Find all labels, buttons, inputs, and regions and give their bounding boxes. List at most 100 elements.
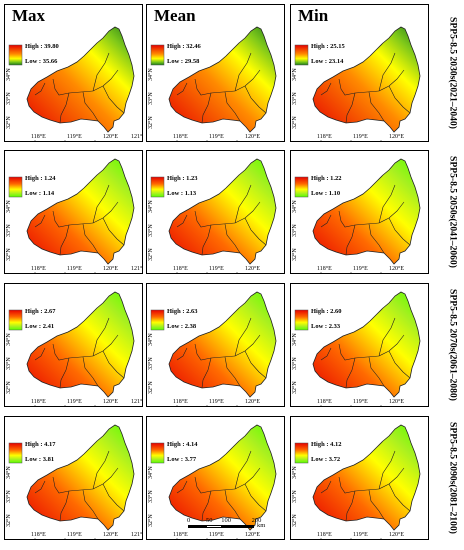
legend-low-label: Low : 23.14: [311, 58, 344, 65]
map-panel-min-row4: High : 4.12 Low : 3.72 34°N 33°N 32°N 118°E 11…: [290, 416, 429, 540]
longitude-tick-label: 118°E: [173, 134, 188, 140]
legend-color-bar: [8, 442, 23, 464]
scale-bar-unit: km: [257, 522, 266, 529]
map-panel-mean-row1: Mean High : 32.46 Low : 29.58 34°N 33°N 32°N 1…: [146, 4, 285, 142]
latitude-tick-label: 34°N: [292, 68, 298, 81]
legend-high-label: High : 39.80: [25, 43, 59, 50]
legend-low-label: Low : 2.33: [311, 323, 341, 330]
longitude-tick-label: 119°E: [67, 532, 82, 538]
longitude-tick-label: 120°E: [389, 532, 405, 538]
legend-high-label: High : 2.63: [167, 308, 198, 315]
legend-high-label: High : 4.12: [311, 441, 342, 448]
region-map: [294, 291, 421, 406]
longitude-tick-label: 118°E: [317, 134, 332, 140]
region-fill: [312, 291, 421, 398]
region-map: [150, 158, 277, 273]
longitude-tick-label: 119°E: [67, 266, 82, 272]
region-map: [8, 424, 135, 539]
scale-bar-label: 100: [221, 517, 231, 524]
region-fill: [168, 158, 277, 265]
region-fill: [26, 26, 135, 133]
map-panel-max-row4: High : 4.17 Low : 3.81 34°N 33°N 32°N 118°E 11…: [4, 416, 143, 540]
latitude-tick-label: 33°N: [6, 92, 12, 105]
longitude-tick-label: 118°E: [317, 532, 332, 538]
longitude-tick-label: 120°E: [245, 399, 261, 405]
longitude-tick-label: 120°E: [103, 134, 119, 140]
region-map: [8, 158, 135, 273]
longitude-tick-label: 118°E: [31, 532, 46, 538]
region-map: [150, 26, 277, 141]
latitude-tick-label: 34°N: [148, 466, 154, 479]
legend-high-label: High : 2.67: [25, 308, 56, 315]
row-label-text: SPP5-8.5 2070s(2061–2080): [447, 289, 459, 401]
latitude-tick-label: 32°N: [148, 248, 154, 261]
latitude-tick-label: 34°N: [6, 200, 12, 213]
legend-high-label: High : 1.24: [25, 175, 56, 182]
map-panel-min-row2: High : 1.22 Low : 1.10 34°N 33°N 32°N 118°E 11…: [290, 150, 429, 274]
longitude-tick-label: 121°E: [131, 532, 143, 538]
map-panel-max-row1: Max High : 39.80 Low : 35.66 34°N 33°N 32°N 11…: [4, 4, 143, 142]
legend-low-label: Low : 3.81: [25, 456, 55, 463]
latitude-tick-label: 32°N: [6, 116, 12, 129]
longitude-tick-label: 119°E: [353, 134, 368, 140]
column-title-max: Max: [12, 6, 46, 25]
latitude-tick-label: 33°N: [292, 357, 298, 370]
longitude-tick-label: 119°E: [67, 399, 82, 405]
region-map: [294, 26, 421, 141]
region-map: [8, 291, 135, 406]
legend-low-label: Low : 29.58: [167, 58, 200, 65]
legend-low-label: Low : 35.66: [25, 58, 58, 65]
legend-high-label: High : 1.22: [311, 175, 342, 182]
latitude-tick-label: 32°N: [6, 248, 12, 261]
latitude-tick-label: 34°N: [292, 333, 298, 346]
map-panel-mean-row4: High : 4.14 Low : 3.77 34°N 33°N 32°N 118°E 11…: [146, 416, 285, 540]
map-panel-mean-row3: High : 2.63 Low : 2.38 34°N 33°N 32°N 118°E 11…: [146, 283, 285, 407]
row-label-period-1: SPP5-8.5 2030s(2021–2040): [444, 4, 462, 142]
latitude-tick-label: 33°N: [6, 357, 12, 370]
region-fill: [168, 424, 277, 531]
legend-color-bar: [150, 176, 165, 198]
longitude-tick-label: 119°E: [353, 266, 368, 272]
longitude-tick-label: 120°E: [245, 134, 261, 140]
latitude-tick-label: 34°N: [6, 466, 12, 479]
latitude-tick-label: 33°N: [292, 224, 298, 237]
column-title-min: Min: [298, 6, 329, 25]
row-label-text: SPP5-8.5 2090s(2081–2100): [447, 422, 459, 534]
map-panel-max-row2: High : 1.24 Low : 1.14 34°N 33°N 32°N 118°E 11…: [4, 150, 143, 274]
map-panel-mean-row2: High : 1.23 Low : 1.13 34°N 33°N 32°N 118°E 11…: [146, 150, 285, 274]
longitude-tick-label: 119°E: [353, 399, 368, 405]
longitude-tick-label: 118°E: [173, 399, 188, 405]
longitude-tick-label: 121°E: [131, 266, 143, 272]
latitude-tick-label: 33°N: [6, 490, 12, 503]
legend-color-bar: [294, 44, 309, 66]
latitude-tick-label: 33°N: [292, 490, 298, 503]
longitude-tick-label: 118°E: [173, 266, 188, 272]
region-fill: [312, 158, 421, 265]
longitude-tick-label: 119°E: [209, 266, 224, 272]
legend-color-bar: [294, 442, 309, 464]
legend-low-label: Low : 2.38: [167, 323, 197, 330]
latitude-tick-label: 33°N: [148, 490, 154, 503]
legend-high-label: High : 1.23: [167, 175, 198, 182]
longitude-tick-label: 120°E: [245, 266, 261, 272]
scale-bar-label: 200: [251, 517, 262, 524]
latitude-tick-label: 32°N: [292, 248, 298, 261]
legend-color-bar: [294, 309, 309, 331]
longitude-tick-label: 118°E: [317, 266, 332, 272]
longitude-tick-label: 120°E: [103, 532, 119, 538]
legend-low-label: Low : 3.77: [167, 456, 197, 463]
legend-high-label: High : 25.15: [311, 43, 345, 50]
longitude-tick-label: 120°E: [389, 266, 405, 272]
latitude-tick-label: 33°N: [148, 92, 154, 105]
latitude-tick-label: 32°N: [292, 514, 298, 527]
legend-high-label: High : 4.17: [25, 441, 56, 448]
row-label-period-2: SPP5-8.5 2050s(2041–2060): [444, 150, 462, 274]
legend-color-bar: [8, 176, 23, 198]
latitude-tick-label: 32°N: [6, 381, 12, 394]
legend-high-label: High : 2.60: [311, 308, 342, 315]
region-fill: [168, 26, 277, 133]
longitude-tick-label: 120°E: [103, 266, 119, 272]
longitude-tick-label: 118°E: [173, 532, 188, 538]
longitude-tick-label: 119°E: [67, 134, 82, 140]
legend-color-bar: [150, 44, 165, 66]
